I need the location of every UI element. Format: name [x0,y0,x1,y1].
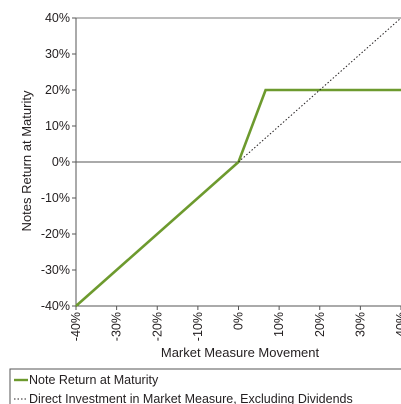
x-axis-ticks: -40% -30% -20% -10% 0% 10% 20% 30% 40% [69,306,401,341]
y-tick-label: 40% [45,11,70,25]
legend: Note Return at Maturity Direct Investment… [9,368,401,404]
x-tick-label: 30% [353,312,367,337]
x-tick-label: -30% [110,312,124,341]
y-axis-ticks: -40% -30% -20% -10% 0% 10% 20% 30% 40% [41,11,76,313]
y-axis-label: Notes Return at Maturity [19,90,34,231]
x-tick-label: 20% [313,312,327,337]
y-tick-label: 0% [52,155,70,169]
x-tick-label: 10% [272,312,286,337]
y-tick-label: -10% [41,191,70,205]
x-tick-label: 0% [232,312,246,330]
x-tick-label: -40% [69,312,83,341]
x-tick-label: 40% [394,312,401,337]
y-tick-label: 30% [45,47,70,61]
legend-label: Note Return at Maturity [29,373,159,387]
series-note-return-line [75,88,401,307]
y-tick-label: -30% [41,263,70,277]
y-tick-label: -20% [41,227,70,241]
x-axis-label: Market Measure Movement [161,345,320,360]
y-tick-label: -40% [41,299,70,313]
x-tick-label: -20% [150,312,164,341]
legend-label: Direct Investment in Market Measure, Exc… [29,392,353,404]
y-tick-label: 20% [45,83,70,97]
x-tick-label: -10% [191,312,205,341]
series-direct-investment-line [238,17,401,163]
series-layer [75,17,401,307]
legend-box [9,368,401,404]
y-tick-label: 10% [45,119,70,133]
